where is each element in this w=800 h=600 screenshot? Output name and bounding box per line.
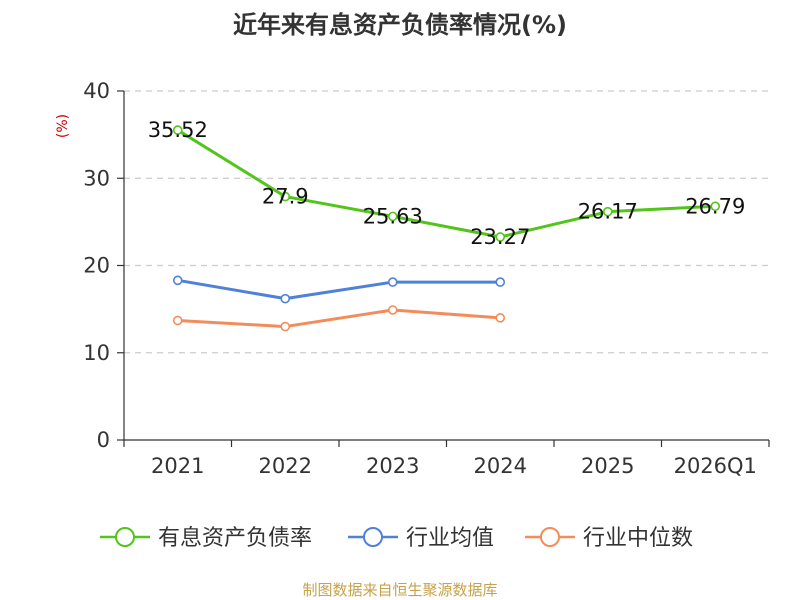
data-point xyxy=(495,232,506,242)
y-tick-label: 30 xyxy=(83,166,110,190)
data-label: 26.17 xyxy=(578,200,638,224)
data-point xyxy=(280,191,291,202)
data-label: 23.27 xyxy=(470,225,530,249)
data-point xyxy=(387,211,398,222)
legend-swatch-marker xyxy=(115,527,135,547)
source-note: 制图数据来自恒生聚源数据库 xyxy=(302,581,497,599)
legend-label: 有息资产负债率 xyxy=(158,526,312,551)
data-label: 27.9 xyxy=(262,185,309,209)
x-tick-label: 2021 xyxy=(151,454,204,478)
series-group xyxy=(172,125,721,332)
y-tick-label: 0 xyxy=(97,428,110,452)
x-tick-label: 2022 xyxy=(259,454,312,478)
legend-swatch-marker xyxy=(540,527,560,547)
data-point xyxy=(387,277,398,287)
legend-label: 行业均值 xyxy=(406,526,494,551)
grid-lines xyxy=(124,90,769,354)
y-axis-label: (%) xyxy=(55,114,71,138)
data-point xyxy=(172,315,183,326)
data-label: 35.52 xyxy=(148,118,208,142)
data-label: 25.63 xyxy=(363,204,423,228)
x-tick-label: 2025 xyxy=(581,454,634,478)
chart-title: 近年来有息资产负债率情况(%) xyxy=(233,11,567,39)
series-line xyxy=(177,308,501,329)
data-point xyxy=(172,275,183,286)
axes: 0 10 20 30 40 2021 2022 2023 2024 2025 2026Q1 xyxy=(83,79,770,478)
legend-swatch-marker xyxy=(363,527,383,547)
y-tick-label: 40 xyxy=(83,79,110,103)
legend-label: 行业中位数 xyxy=(583,526,693,551)
x-tick-label: 2023 xyxy=(366,454,419,478)
series-line xyxy=(177,278,501,301)
data-point xyxy=(387,305,398,315)
data-point xyxy=(495,277,506,287)
data-point xyxy=(710,201,721,212)
data-labels: 35.52 27.9 25.63 23.27 26.17 26.79 xyxy=(148,118,746,249)
data-point xyxy=(280,293,291,304)
data-point xyxy=(280,321,291,332)
data-point xyxy=(172,125,183,135)
data-label: 26.79 xyxy=(685,194,745,218)
y-tick-label: 10 xyxy=(83,341,110,365)
x-tick-label: 2026Q1 xyxy=(674,454,757,478)
series-line xyxy=(176,128,716,239)
legend: 有息资产负债率 行业均值 行业中位数 xyxy=(100,526,693,551)
data-point xyxy=(495,313,506,323)
x-tick-label: 2024 xyxy=(474,454,527,478)
data-point xyxy=(602,206,613,217)
y-tick-label: 20 xyxy=(83,254,110,278)
